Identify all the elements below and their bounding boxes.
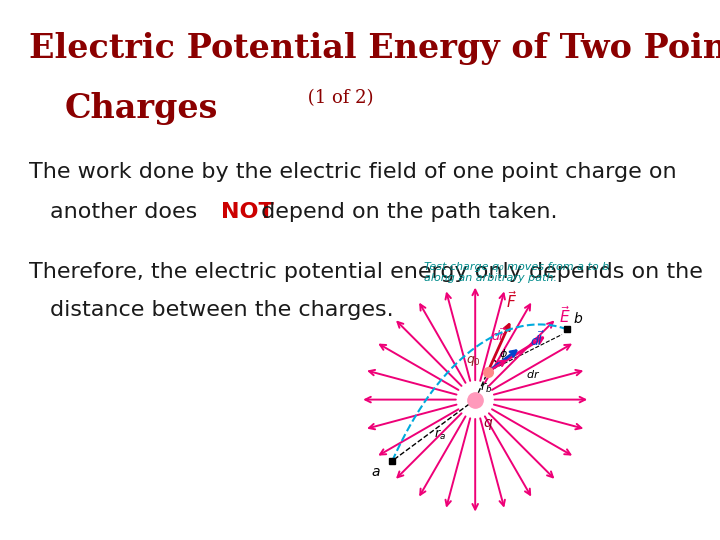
Text: $d\vec{r}$: $d\vec{r}$ bbox=[490, 328, 506, 344]
Text: $r_a$: $r_a$ bbox=[434, 428, 446, 442]
Text: $b$: $b$ bbox=[574, 310, 584, 326]
Text: $q$: $q$ bbox=[483, 417, 493, 433]
Text: Charges: Charges bbox=[65, 92, 218, 125]
Text: depend on the path taken.: depend on the path taken. bbox=[254, 202, 558, 222]
Text: Test charge q₀ moves from a to b
along an arbitrary path.: Test charge q₀ moves from a to b along a… bbox=[424, 262, 609, 284]
Text: $\vec{F}$: $\vec{F}$ bbox=[506, 290, 517, 310]
Text: distance between the charges.: distance between the charges. bbox=[50, 300, 394, 320]
Text: Therefore, the electric potential energy only depends on the: Therefore, the electric potential energy… bbox=[29, 262, 703, 282]
Text: Electric Potential Energy of Two Point: Electric Potential Energy of Two Point bbox=[29, 32, 720, 65]
Text: The work done by the electric field of one point charge on: The work done by the electric field of o… bbox=[29, 162, 676, 182]
Text: NOT: NOT bbox=[221, 202, 274, 222]
Text: $r_b$: $r_b$ bbox=[480, 381, 492, 395]
Text: $d\vec{l}$: $d\vec{l}$ bbox=[530, 330, 546, 349]
Text: (1 of 2): (1 of 2) bbox=[302, 89, 374, 107]
Text: $a$: $a$ bbox=[371, 465, 381, 478]
Text: $\vec{E}$: $\vec{E}$ bbox=[559, 305, 571, 326]
Text: $dr$: $dr$ bbox=[526, 368, 541, 380]
Text: $q_0$: $q_0$ bbox=[467, 354, 481, 368]
Text: another does: another does bbox=[50, 202, 204, 222]
Text: $\phi$: $\phi$ bbox=[500, 347, 508, 361]
